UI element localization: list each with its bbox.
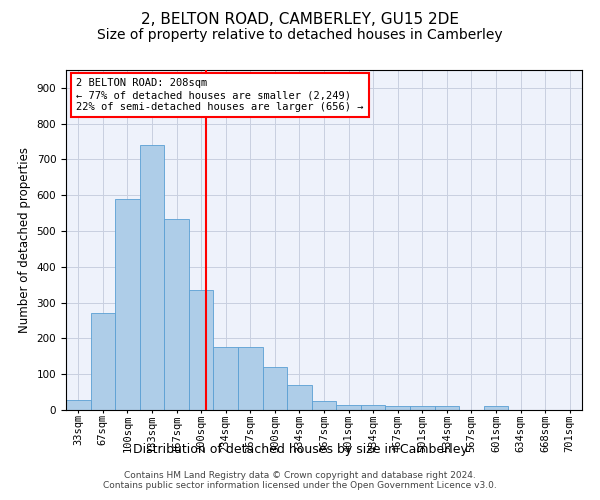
Bar (115, 199, 140, 410)
Bar (140, 145, 164, 410)
Text: Distribution of detached houses by size in Camberley: Distribution of detached houses by size … (133, 442, 467, 456)
Bar (312, 401, 336, 410)
Bar (385, 406, 410, 410)
Bar (66, 400, 91, 410)
Bar (263, 367, 287, 410)
Bar (434, 406, 459, 410)
Text: 2 BELTON ROAD: 208sqm
← 77% of detached houses are smaller (2,249)
22% of semi-d: 2 BELTON ROAD: 208sqm ← 77% of detached … (76, 78, 364, 112)
Bar (214, 348, 238, 410)
Text: Size of property relative to detached houses in Camberley: Size of property relative to detached ho… (97, 28, 503, 42)
Text: Contains HM Land Registry data © Crown copyright and database right 2024.
Contai: Contains HM Land Registry data © Crown c… (103, 470, 497, 490)
Bar (336, 404, 361, 410)
Bar (484, 406, 508, 410)
Bar (91, 312, 115, 410)
Bar (410, 406, 434, 410)
Bar (164, 218, 189, 410)
Bar (189, 290, 214, 410)
Bar (361, 404, 385, 410)
Bar (287, 385, 312, 410)
Y-axis label: Number of detached properties: Number of detached properties (18, 147, 31, 333)
Bar (238, 348, 263, 410)
Text: 2, BELTON ROAD, CAMBERLEY, GU15 2DE: 2, BELTON ROAD, CAMBERLEY, GU15 2DE (141, 12, 459, 28)
